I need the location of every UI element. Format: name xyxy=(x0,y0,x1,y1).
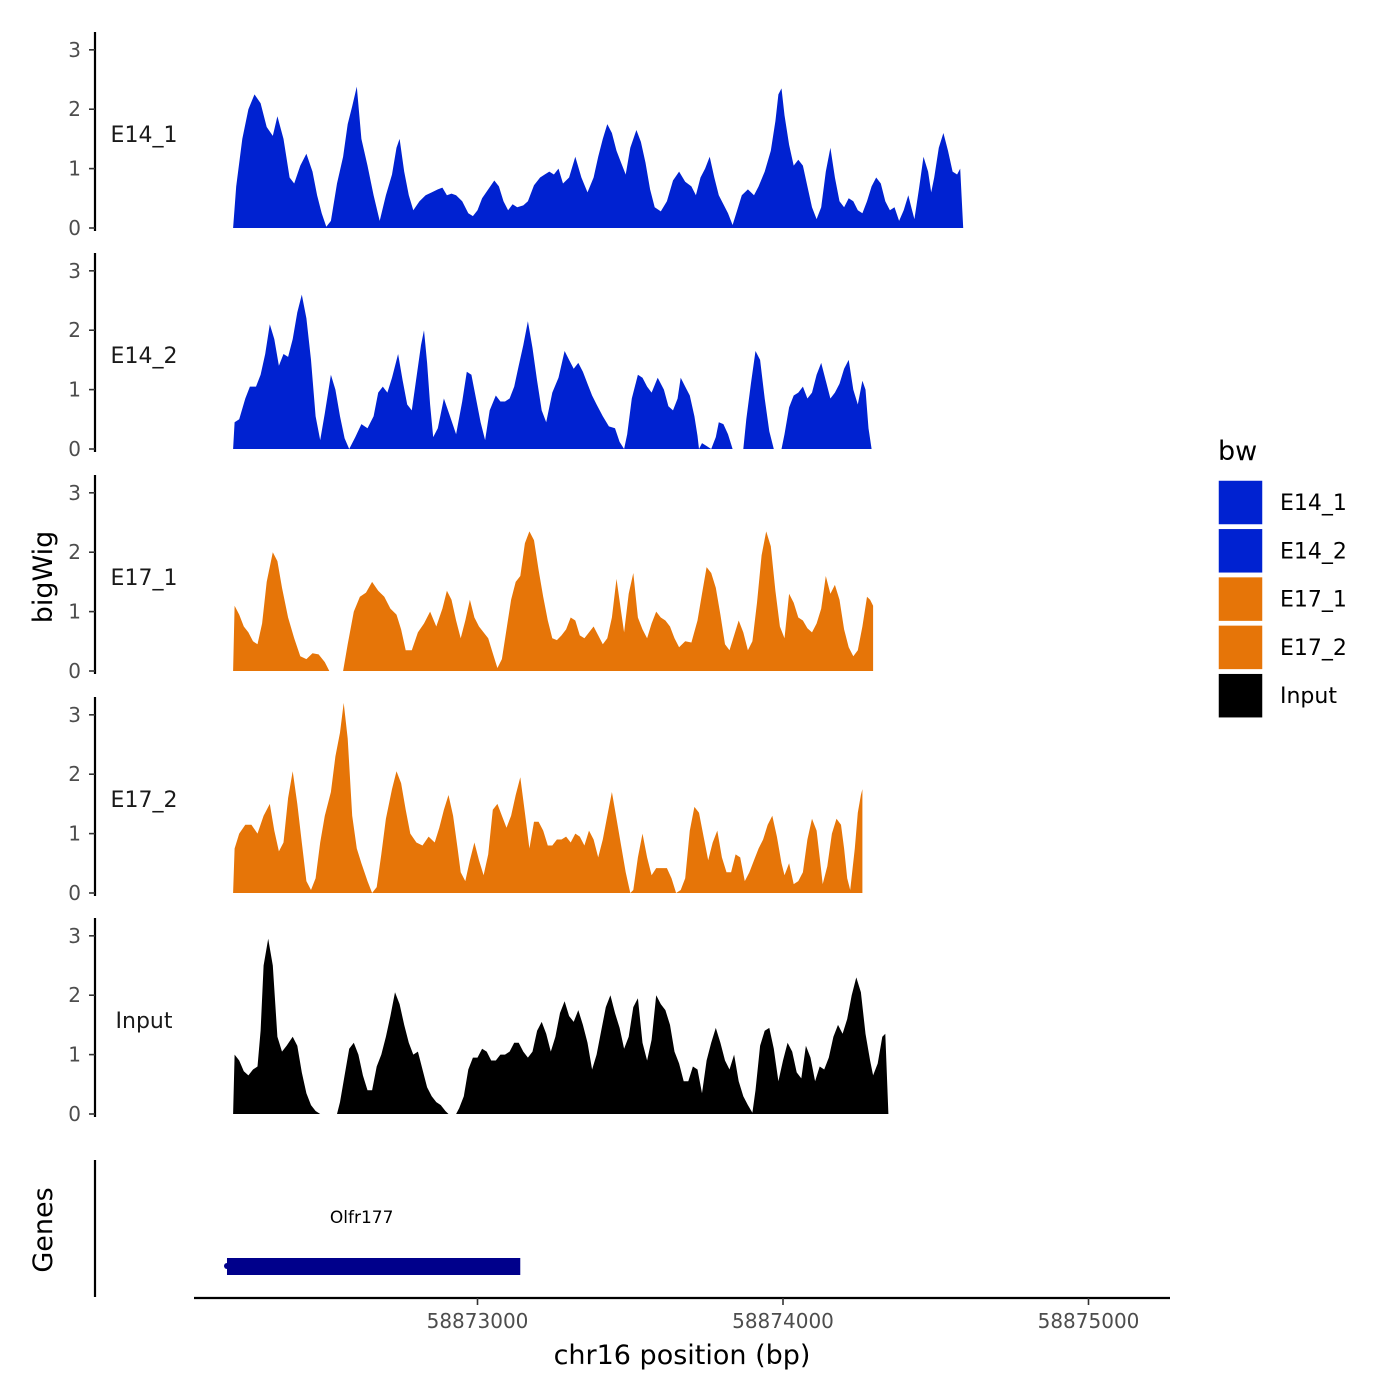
track-E17_2: 0 1 2 3 E17_2 xyxy=(68,697,863,905)
tracks-layer: 0 1 2 3 E14_1 0 1 2 3 E14_2 0 1 2 3 E17_1 0 1 2 3 E17_2 0 1 2 3… xyxy=(68,32,964,1126)
y-tick-label: 0 xyxy=(68,659,81,683)
y-tick-label: 0 xyxy=(68,437,81,461)
gene-start-marker xyxy=(223,1263,230,1269)
area-E14_2 xyxy=(233,294,872,449)
y-tick-label: 3 xyxy=(68,924,81,948)
legend: bw E14_1 E14_2 E17_1 E17_2 Input xyxy=(1217,436,1347,719)
x-axis-title: chr16 position (bp) xyxy=(554,1340,811,1371)
track-label-E14_2: E14_2 xyxy=(111,344,178,369)
track-label-E17_2: E17_2 xyxy=(111,788,178,813)
y-axis-title: bigWig xyxy=(28,531,59,624)
track-label-E14_1: E14_1 xyxy=(111,123,178,148)
y-tick-label: 1 xyxy=(68,378,81,402)
y-tick-label: 0 xyxy=(68,1102,81,1126)
y-tick-label: 0 xyxy=(68,216,81,240)
y-tick-label: 3 xyxy=(68,38,81,62)
y-tick-label: 1 xyxy=(68,822,81,846)
track-label-Input: Input xyxy=(116,1009,173,1034)
area-Input xyxy=(233,938,889,1114)
area-E14_1 xyxy=(233,86,964,228)
legend-label-E17_2: E17_2 xyxy=(1280,636,1347,661)
track-E17_1: 0 1 2 3 E17_1 xyxy=(68,475,874,683)
x-tick-label: 58873000 xyxy=(427,1309,529,1333)
legend-swatch-E14_2 xyxy=(1217,527,1264,575)
gene-label-Olfr177: Olfr177 xyxy=(330,1208,394,1228)
legend-label-E14_1: E14_1 xyxy=(1280,491,1347,516)
x-tick-label: 58874000 xyxy=(732,1309,834,1333)
legend-label-E17_1: E17_1 xyxy=(1280,588,1347,613)
legend-swatch-E17_1 xyxy=(1217,575,1264,623)
legend-title: bw xyxy=(1218,436,1257,467)
y-tick-label: 1 xyxy=(68,1043,81,1067)
y-tick-label: 2 xyxy=(68,762,81,786)
y-tick-label: 0 xyxy=(68,881,81,905)
track-label-E17_1: E17_1 xyxy=(111,566,178,591)
genes-track: Olfr177 xyxy=(93,1160,521,1297)
track-E14_2: 0 1 2 3 E14_2 xyxy=(68,253,872,461)
genes-axis-title: Genes xyxy=(28,1187,59,1272)
y-tick-label: 2 xyxy=(68,318,81,342)
y-tick-label: 2 xyxy=(68,983,81,1007)
y-tick-label: 1 xyxy=(68,157,81,181)
area-E17_2 xyxy=(233,702,863,893)
y-tick-label: 3 xyxy=(68,481,81,505)
legend-swatch-Input xyxy=(1217,672,1264,719)
area-E17_1 xyxy=(233,531,874,671)
x-tick-label: 58875000 xyxy=(1038,1309,1140,1333)
y-tick-label: 2 xyxy=(68,97,81,121)
x-axis: 58873000 58874000 58875000 xyxy=(194,1296,1170,1333)
y-tick-label: 2 xyxy=(68,540,81,564)
y-tick-label: 3 xyxy=(68,259,81,283)
gene-bar-Olfr177 xyxy=(226,1258,521,1275)
y-tick-label: 1 xyxy=(68,600,81,624)
legend-swatch-E17_2 xyxy=(1217,624,1264,671)
track-Input: 0 1 2 3 Input xyxy=(68,918,889,1126)
legend-label-Input: Input xyxy=(1280,684,1337,709)
y-tick-label: 3 xyxy=(68,703,81,727)
legend-label-E14_2: E14_2 xyxy=(1280,539,1347,564)
legend-swatch-E14_1 xyxy=(1217,479,1264,526)
track-E14_1: 0 1 2 3 E14_1 xyxy=(68,32,964,240)
